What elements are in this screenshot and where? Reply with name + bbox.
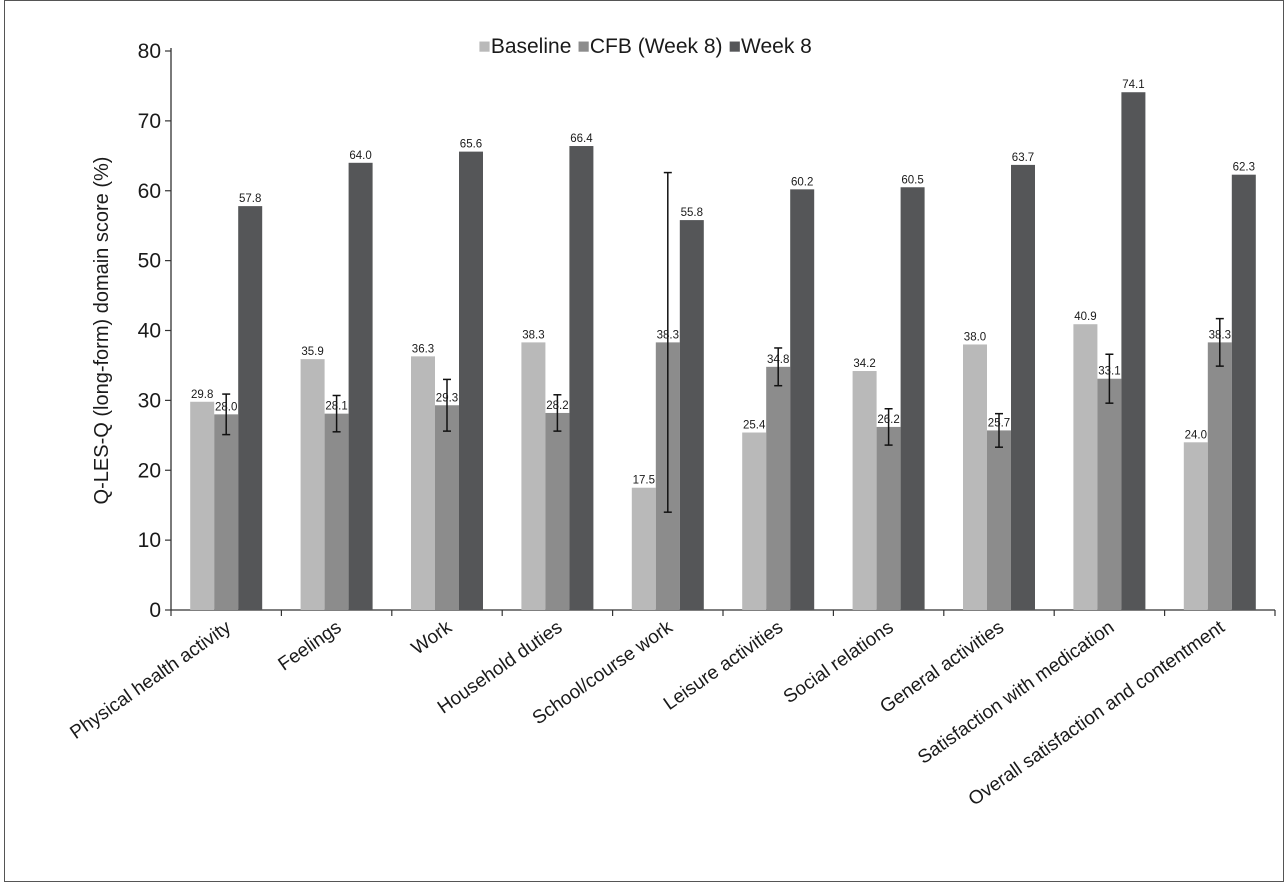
bar: [1121, 92, 1146, 610]
legend-entry-label: Week 8: [741, 35, 812, 58]
data-label: 38.3: [522, 329, 544, 341]
bar: [963, 344, 987, 610]
legend-marker: ■: [478, 35, 491, 58]
data-label: 24.0: [1185, 429, 1207, 441]
bar: [435, 405, 459, 610]
legend-marker: ■: [577, 35, 590, 58]
grouped-bar-chart: 0 10 20 30 40 50 60 70 80 29.828.0 57.8 35.9 28.1 64…: [66, 35, 1276, 810]
y-tick-label: 60: [138, 180, 161, 203]
bar: [545, 412, 570, 610]
error-bars: [222, 171, 1224, 513]
x-tick-label: Leisure activities: [660, 617, 787, 715]
bar: [459, 151, 483, 610]
y-tick-label: 40: [138, 320, 161, 343]
data-label: 34.2: [853, 358, 875, 370]
data-label: 29.3: [436, 392, 458, 404]
data-label: 17.5: [633, 475, 655, 487]
x-tick-label: Feelings: [275, 617, 346, 675]
bar: [876, 426, 901, 610]
y-tick-label: 20: [138, 459, 161, 482]
bar: [900, 187, 925, 610]
data-label: 55.8: [681, 207, 703, 219]
legend: ■Baseline ■CFB (Week 8) ■Week 8: [478, 35, 812, 58]
data-label: 40.9: [1074, 311, 1096, 323]
data-label: 28.1: [325, 401, 347, 413]
bar: [1231, 174, 1256, 610]
bar: [987, 430, 1011, 610]
bar: [190, 401, 215, 610]
category-labels: Physical health activity Feelings WorkHous…: [66, 616, 1229, 810]
legend-text: ■Baseline ■CFB (Week 8) ■Week 8: [478, 35, 812, 58]
data-label: 36.3: [412, 343, 434, 355]
bar: [238, 206, 263, 610]
data-label: 62.3: [1233, 162, 1255, 174]
x-tick-label: Work: [408, 617, 456, 660]
legend-entry-label: CFB (Week 8): [590, 35, 728, 58]
y-tick-label: 70: [138, 110, 161, 133]
y-tick-label: 10: [138, 529, 161, 552]
bar: [766, 366, 791, 610]
data-label: 34.8: [767, 354, 789, 366]
y-axis-label: Q-LES-Q (long-form) domain score (%): [91, 157, 113, 505]
x-tick-label: Social relations: [780, 617, 898, 708]
data-label: 29.8: [191, 389, 213, 401]
data-label: 38.3: [657, 329, 679, 341]
x-tick-label: Physical health activity: [66, 617, 235, 744]
bar: [1097, 378, 1122, 610]
data-label: 28.0: [215, 401, 237, 413]
y-tick-label: 30: [138, 389, 161, 412]
data-label: 74.1: [1122, 79, 1144, 91]
bar: [1073, 324, 1098, 610]
bar: [742, 432, 767, 610]
chart-frame: 0 10 20 30 40 50 60 70 80 29.8 28.0 57.8 35.9 28.1 64…: [4, 0, 1284, 882]
data-label: 28.2: [546, 400, 568, 412]
data-label: 26.2: [877, 414, 899, 426]
data-label: 65.6: [460, 139, 482, 151]
bar: [1207, 342, 1232, 610]
data-label: 63.7: [1012, 152, 1034, 164]
data-label: 64.0: [349, 150, 371, 162]
data-label: 38.3: [1209, 329, 1231, 341]
bar: [569, 146, 594, 610]
data-label: 60.5: [901, 174, 923, 186]
bar: [300, 359, 325, 610]
value-labels: 29.828.0 57.8 35.9 28.1 64.0 36.3 29.3 65.6 38.3…: [191, 79, 1255, 486]
bar: [1011, 164, 1035, 611]
x-tick-label: Satisfaction with medication: [914, 617, 1118, 769]
bar: [852, 371, 877, 610]
bar: [324, 413, 349, 610]
data-label: 33.1: [1098, 366, 1120, 378]
bar: [790, 189, 815, 611]
bar: [348, 162, 373, 611]
data-label: 25.7: [988, 417, 1010, 429]
legend-entry-label: Baseline: [491, 35, 577, 58]
bar: [1183, 442, 1208, 610]
data-label: 60.2: [791, 176, 813, 188]
data-label: 35.9: [301, 346, 323, 358]
y-tick-label: 50: [138, 250, 161, 273]
bar: [679, 220, 704, 610]
data-label: 66.4: [570, 133, 593, 145]
y-tick-label: 80: [138, 40, 161, 63]
legend-marker: ■: [728, 35, 741, 58]
data-label: 38.0: [964, 331, 986, 343]
data-label: 25.4: [743, 420, 766, 432]
bars: [190, 92, 1256, 611]
bar: [631, 487, 656, 610]
bar: [521, 342, 546, 610]
bar: [411, 356, 435, 610]
y-tick-label: 0: [149, 599, 161, 622]
bar: [214, 414, 239, 610]
data-label: 57.8: [239, 193, 261, 205]
